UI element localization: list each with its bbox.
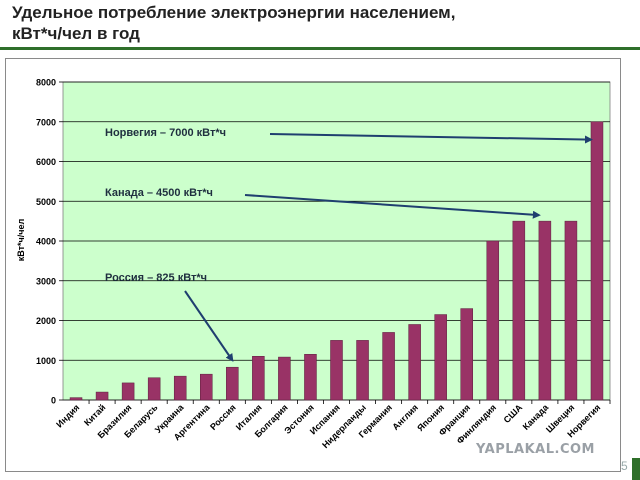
- annotation-label: Россия – 825 кВт*ч: [105, 272, 207, 284]
- bar-13: [408, 324, 421, 401]
- bar-17: [512, 220, 526, 401]
- bar-10: [330, 340, 343, 401]
- page-number: 5: [621, 459, 628, 473]
- y-tick-label: 0: [51, 396, 56, 406]
- y-tick-label: 2000: [36, 316, 56, 326]
- corner-accent: [632, 458, 640, 480]
- bar-19: [564, 220, 578, 401]
- bar-8: [278, 356, 291, 401]
- y-tick-label: 3000: [36, 276, 56, 286]
- bar-3: [147, 377, 161, 401]
- bar-20: [590, 121, 604, 401]
- annotation-arrow: [244, 194, 541, 219]
- x-tick-label: Индия: [54, 402, 81, 429]
- bar-18: [538, 220, 552, 401]
- y-tick-label: 1000: [36, 356, 56, 366]
- bar-1: [95, 391, 109, 401]
- bar-2: [121, 382, 135, 401]
- annotation-label: Норвегия – 7000 кВт*ч: [105, 127, 226, 139]
- y-tick-label: 7000: [36, 117, 56, 127]
- bar-0: [69, 397, 83, 401]
- watermark: YAPLAKAL.COM: [476, 442, 595, 457]
- bar-7: [252, 356, 265, 401]
- y-tick-label: 8000: [36, 78, 56, 88]
- y-tick-label: 6000: [36, 157, 56, 167]
- annotation-label: Канада – 4500 кВт*ч: [105, 187, 213, 199]
- bar-16: [486, 240, 500, 401]
- title-line-2: кВт*ч/чел в год: [12, 24, 140, 43]
- y-tick-label: 4000: [36, 237, 56, 247]
- y-axis-label: кВт*ч/чел: [16, 218, 26, 261]
- y-tick-label: 5000: [36, 197, 56, 207]
- annotation-arrow: [184, 290, 234, 362]
- bar-6: [226, 366, 239, 401]
- bar-14: [434, 314, 447, 401]
- x-tick-label: США: [502, 402, 525, 425]
- bar-12: [382, 332, 395, 401]
- bar-4: [173, 375, 187, 401]
- page-title: Удельное потребление электроэнергии насе…: [12, 2, 456, 44]
- bar-15: [460, 308, 473, 401]
- x-tick-label: Россия: [208, 402, 238, 432]
- bar-5: [200, 373, 213, 401]
- title-divider: [0, 47, 640, 50]
- annotation-arrow: [269, 133, 593, 144]
- bar-9: [304, 354, 317, 401]
- bar-11: [356, 340, 369, 401]
- title-line-1: Удельное потребление электроэнергии насе…: [12, 3, 456, 22]
